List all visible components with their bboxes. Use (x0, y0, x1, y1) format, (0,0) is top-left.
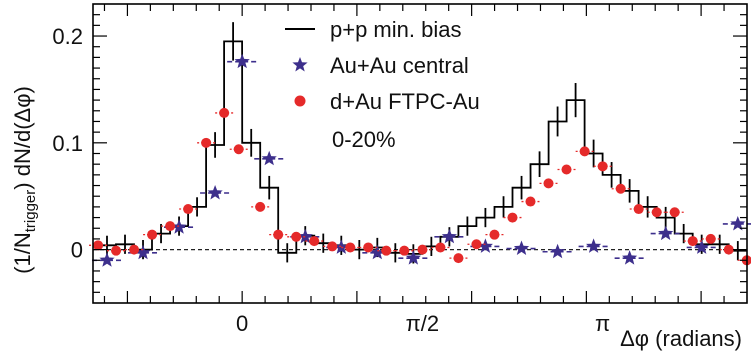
dau-circle-point (561, 164, 572, 175)
auau-star-point (369, 244, 385, 260)
dau-circle-point (615, 183, 626, 194)
dau-circle-point (183, 204, 194, 215)
dau-circle-point (147, 229, 158, 240)
auau-star-point (135, 244, 151, 260)
dau-circle-point (471, 239, 482, 250)
dau-circle-point (129, 244, 140, 255)
y-tick-label: 0 (71, 238, 83, 263)
dau-circle-point (435, 242, 446, 253)
dau-circle-point (381, 245, 392, 256)
dau-circle-point (327, 241, 338, 252)
auau-star-point (333, 239, 349, 254)
plot-frame-rect (92, 3, 748, 304)
marker-series (89, 53, 751, 267)
auau-star-point (441, 228, 457, 244)
legend-label: p+p min. bias (330, 17, 461, 42)
legend-label: d+Au FTPC-Au (330, 89, 480, 114)
legend-label: Au+Au central (330, 53, 469, 78)
dau-circle-point (525, 196, 536, 207)
x-tick-label: π/2 (406, 311, 440, 336)
dau-circle-point (399, 245, 410, 256)
dau-circle-point (417, 244, 428, 255)
legend-dau-circle (294, 95, 306, 107)
y-axis-title: (1/Ntrigger) dN/d(Δφ) (10, 86, 39, 274)
auau-star-point (99, 252, 115, 267)
dau-circle-point (291, 231, 302, 242)
dau-circle-point (273, 229, 284, 240)
dau-circle-point (633, 204, 644, 215)
dau-circle-point (111, 245, 122, 256)
legend-label: 0-20% (332, 127, 396, 152)
dau-circle-point (723, 244, 734, 255)
legend: p+p min. bias Au+Au central d+Au FTPC-Au 0-… (285, 17, 480, 152)
dau-circle-point (705, 233, 716, 244)
auau-star-point (694, 239, 710, 254)
x-axis-title: Δφ (radians) (620, 326, 742, 351)
dau-circle-point (687, 236, 698, 247)
dau-circle-point (93, 240, 104, 251)
dau-circle-point (309, 236, 320, 247)
dau-circle-point (165, 221, 176, 232)
y-axis-title-post: ) dN/d(Δφ) (10, 86, 35, 190)
dau-circle-point (651, 207, 662, 218)
y-axis-title-sub: trigger (22, 190, 39, 233)
dau-circle-point (579, 146, 590, 157)
dau-circle-point (233, 144, 244, 155)
y-tick-label: 0.1 (52, 131, 83, 156)
auau-star-point (730, 216, 746, 231)
auau-star-point (405, 250, 421, 265)
auau-star-point (234, 53, 250, 69)
plot-frame (92, 3, 748, 304)
dau-circle-point (597, 161, 608, 172)
dau-circle-point (219, 107, 230, 118)
auau-star-point (207, 185, 223, 200)
y-axis-title-pre: (1/N (10, 232, 35, 274)
x-tick-label: 0 (236, 311, 248, 336)
dau-circle-point (507, 212, 518, 223)
axis-ticks (93, 4, 747, 303)
auau-star-point (513, 240, 530, 255)
legend-auau-star (292, 57, 308, 72)
dau-circle-point (489, 229, 500, 240)
dau-circle-point (255, 201, 266, 212)
dau-circle-point (345, 242, 356, 253)
auau-star-point (586, 238, 602, 253)
dau-circle-point (669, 207, 680, 218)
auau-star-point (550, 243, 566, 259)
dau-circle-point (453, 253, 464, 264)
auau-star-point (477, 238, 493, 253)
dau-circle-point (543, 178, 554, 189)
x-tick-label: π (595, 311, 610, 336)
dau-circle-point (363, 242, 374, 253)
auau-star-point (261, 150, 277, 166)
auau-star-point (297, 228, 313, 244)
auau-star-point (658, 225, 674, 241)
y-tick-label: 0.2 (52, 24, 83, 49)
tick-labels: 0 π/2 π 0 0.1 0.2 (52, 24, 610, 336)
dau-circle-point (201, 137, 212, 148)
auau-star-point (622, 250, 638, 265)
